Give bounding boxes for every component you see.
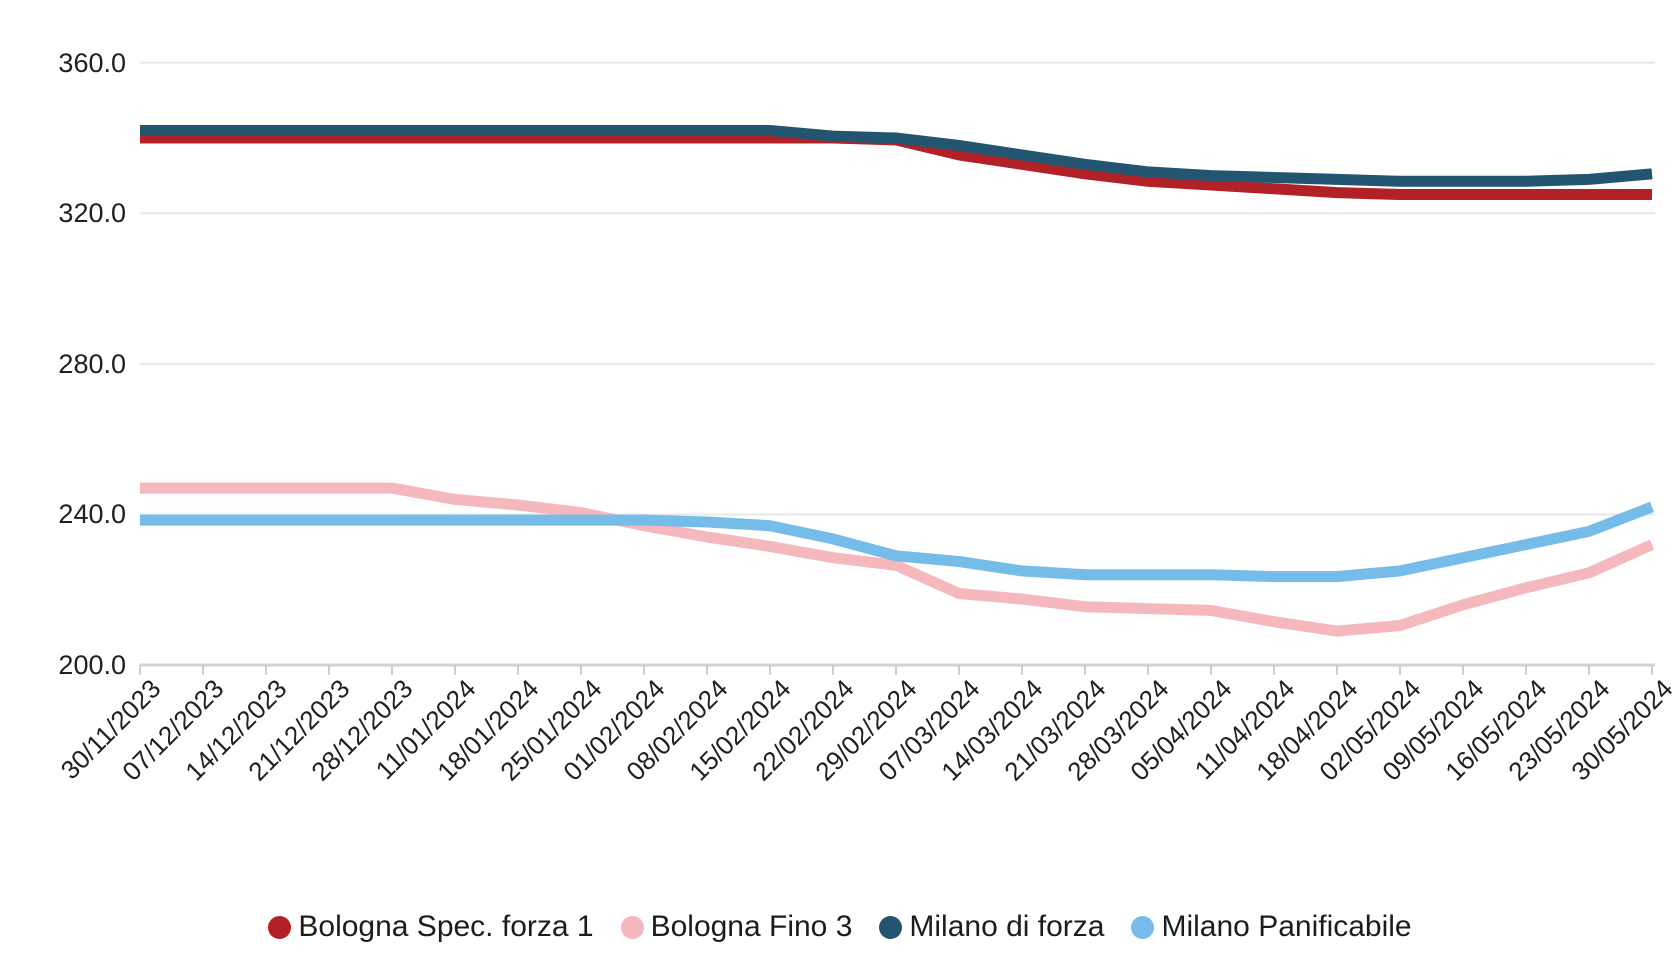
y-axis-tick-label: 320.0	[58, 198, 126, 228]
legend-item-bologna-spec-forza-1: Bologna Spec. forza 1	[268, 910, 594, 944]
y-axis-tick-label: 200.0	[58, 650, 126, 680]
legend-item-bologna-fino-3: Bologna Fino 3	[620, 910, 853, 944]
legend-swatch-icon	[620, 915, 644, 939]
legend: Bologna Spec. forza 1 Bologna Fino 3 Milan…	[0, 903, 1680, 951]
gridlines	[140, 61, 1655, 667]
y-axis-tick-label: 360.0	[58, 48, 126, 78]
legend-label: Bologna Spec. forza 1	[298, 910, 594, 943]
legend-swatch-icon	[1131, 915, 1155, 939]
series-line-milano-di-forza	[140, 125, 1653, 187]
series-line-bologna-fino-3	[140, 482, 1655, 637]
series-lines	[140, 125, 1655, 637]
legend-label: Milano di forza	[909, 910, 1105, 943]
y-axis-tick-label: 240.0	[58, 499, 126, 529]
legend-item-milano-panificabile: Milano Panificabile	[1131, 910, 1412, 944]
x-axis-ticks	[139, 665, 1653, 676]
legend-swatch-icon	[879, 915, 903, 939]
series-line-milano-panificabile	[140, 501, 1654, 583]
legend-label: Milano Panificabile	[1161, 910, 1412, 943]
y-axis-tick-label: 280.0	[58, 349, 126, 379]
legend-swatch-icon	[268, 915, 292, 939]
legend-item-milano-di-forza: Milano di forza	[879, 910, 1104, 944]
legend-label: Bologna Fino 3	[650, 910, 853, 943]
